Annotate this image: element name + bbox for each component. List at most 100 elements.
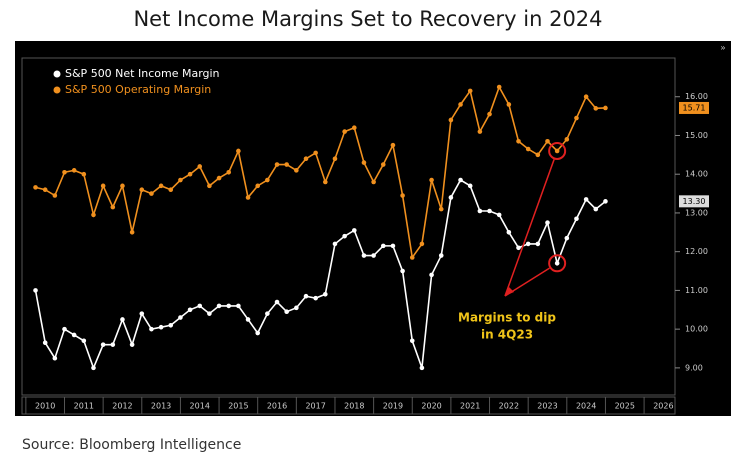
series-point: [525, 241, 531, 247]
series-point: [52, 355, 58, 361]
series-point: [42, 187, 48, 193]
series-point: [525, 146, 531, 152]
series-point: [506, 102, 512, 107]
series-point: [506, 230, 512, 235]
series-point: [236, 148, 241, 154]
series-point: [149, 326, 154, 332]
source-note: Source: Bloomberg Intelligence: [22, 437, 241, 453]
legend-label: S&P 500 Net Income Margin: [65, 67, 220, 80]
series-point: [603, 105, 608, 111]
series-point: [487, 111, 492, 117]
series-point: [197, 164, 203, 169]
series-point: [168, 322, 174, 328]
y-tick-label: 10.00: [685, 325, 708, 334]
series-point: [226, 169, 232, 175]
series-point: [313, 295, 318, 301]
series-point: [245, 195, 251, 200]
x-tick-label: 2014: [190, 402, 210, 411]
x-tick-label: 2015: [228, 402, 248, 411]
series-point: [564, 235, 570, 241]
series-point: [110, 342, 116, 347]
series-point: [477, 208, 483, 214]
series-point: [467, 88, 473, 94]
annotation-circle: [548, 141, 567, 160]
end-label-box: [679, 195, 709, 208]
series-point: [110, 204, 116, 210]
series-point: [255, 330, 260, 336]
series-point: [583, 94, 589, 100]
series-point: [323, 179, 328, 185]
x-tick-label: 2019: [383, 402, 403, 411]
x-tick-label: 2018: [344, 402, 364, 411]
legend-swatch: [53, 70, 61, 78]
series-point: [207, 183, 212, 189]
y-tick-label: 15.00: [685, 131, 708, 140]
series-point: [351, 228, 357, 233]
series-point: [71, 168, 77, 173]
series-point: [187, 307, 193, 313]
series-point: [438, 206, 444, 212]
x-tick-label: 2016: [267, 402, 287, 411]
series-point: [438, 253, 444, 258]
series-point: [323, 291, 328, 297]
x-tick-label: 2022: [499, 402, 519, 411]
arrow-head: [505, 287, 514, 296]
series-point: [216, 303, 222, 309]
annotation-text: in 4Q23: [481, 328, 533, 342]
series-point: [139, 187, 145, 193]
legend-swatch: [53, 86, 61, 94]
series-point: [380, 162, 386, 167]
series-point: [361, 160, 367, 165]
series-point: [467, 183, 473, 189]
x-tick-label: 2017: [305, 402, 325, 411]
series-point: [448, 195, 454, 200]
x-tick-label: 2012: [112, 402, 132, 411]
series-point: [91, 365, 96, 371]
series-point: [516, 138, 521, 144]
series-point: [554, 148, 560, 154]
series-point: [149, 191, 154, 196]
series-point: [487, 208, 492, 214]
x-tick-label: 2026: [653, 402, 673, 411]
series-point: [100, 342, 106, 347]
series-point: [332, 156, 338, 162]
series-point: [178, 177, 183, 183]
series-point: [516, 245, 521, 251]
series-point: [274, 162, 280, 167]
series-point: [554, 260, 560, 266]
series-point: [100, 183, 106, 189]
series-point: [158, 183, 164, 189]
x-tick-label: 2020: [421, 402, 441, 411]
series-point: [535, 152, 541, 158]
series-point: [62, 169, 67, 175]
series-point: [255, 183, 260, 189]
series-point: [419, 241, 425, 247]
x-tick-label: 2011: [74, 402, 94, 411]
x-tick-label: 2021: [460, 402, 480, 411]
series-point: [574, 216, 579, 222]
series-point: [545, 138, 550, 144]
annotation-arrow: [504, 159, 555, 297]
series-point: [139, 311, 145, 316]
series-point: [545, 220, 550, 225]
y-tick-label: 9.00: [685, 363, 703, 372]
series-point: [207, 311, 212, 316]
series-point: [81, 338, 87, 344]
x-tick-label: 2010: [35, 402, 55, 411]
series-point: [593, 206, 599, 212]
series-point: [33, 288, 38, 293]
series-point: [603, 199, 608, 204]
series-point: [265, 311, 270, 316]
series-point: [583, 197, 589, 202]
series-point: [274, 299, 280, 305]
series-point: [52, 193, 58, 198]
series-point: [535, 241, 541, 247]
series-point: [574, 115, 579, 121]
series-point: [496, 212, 502, 218]
series-point: [303, 156, 309, 162]
end-label: 13.30: [683, 197, 706, 206]
x-axis-band: [21, 396, 676, 415]
x-tick-label: 2024: [576, 402, 596, 411]
y-tick-label: 11.00: [685, 286, 708, 295]
